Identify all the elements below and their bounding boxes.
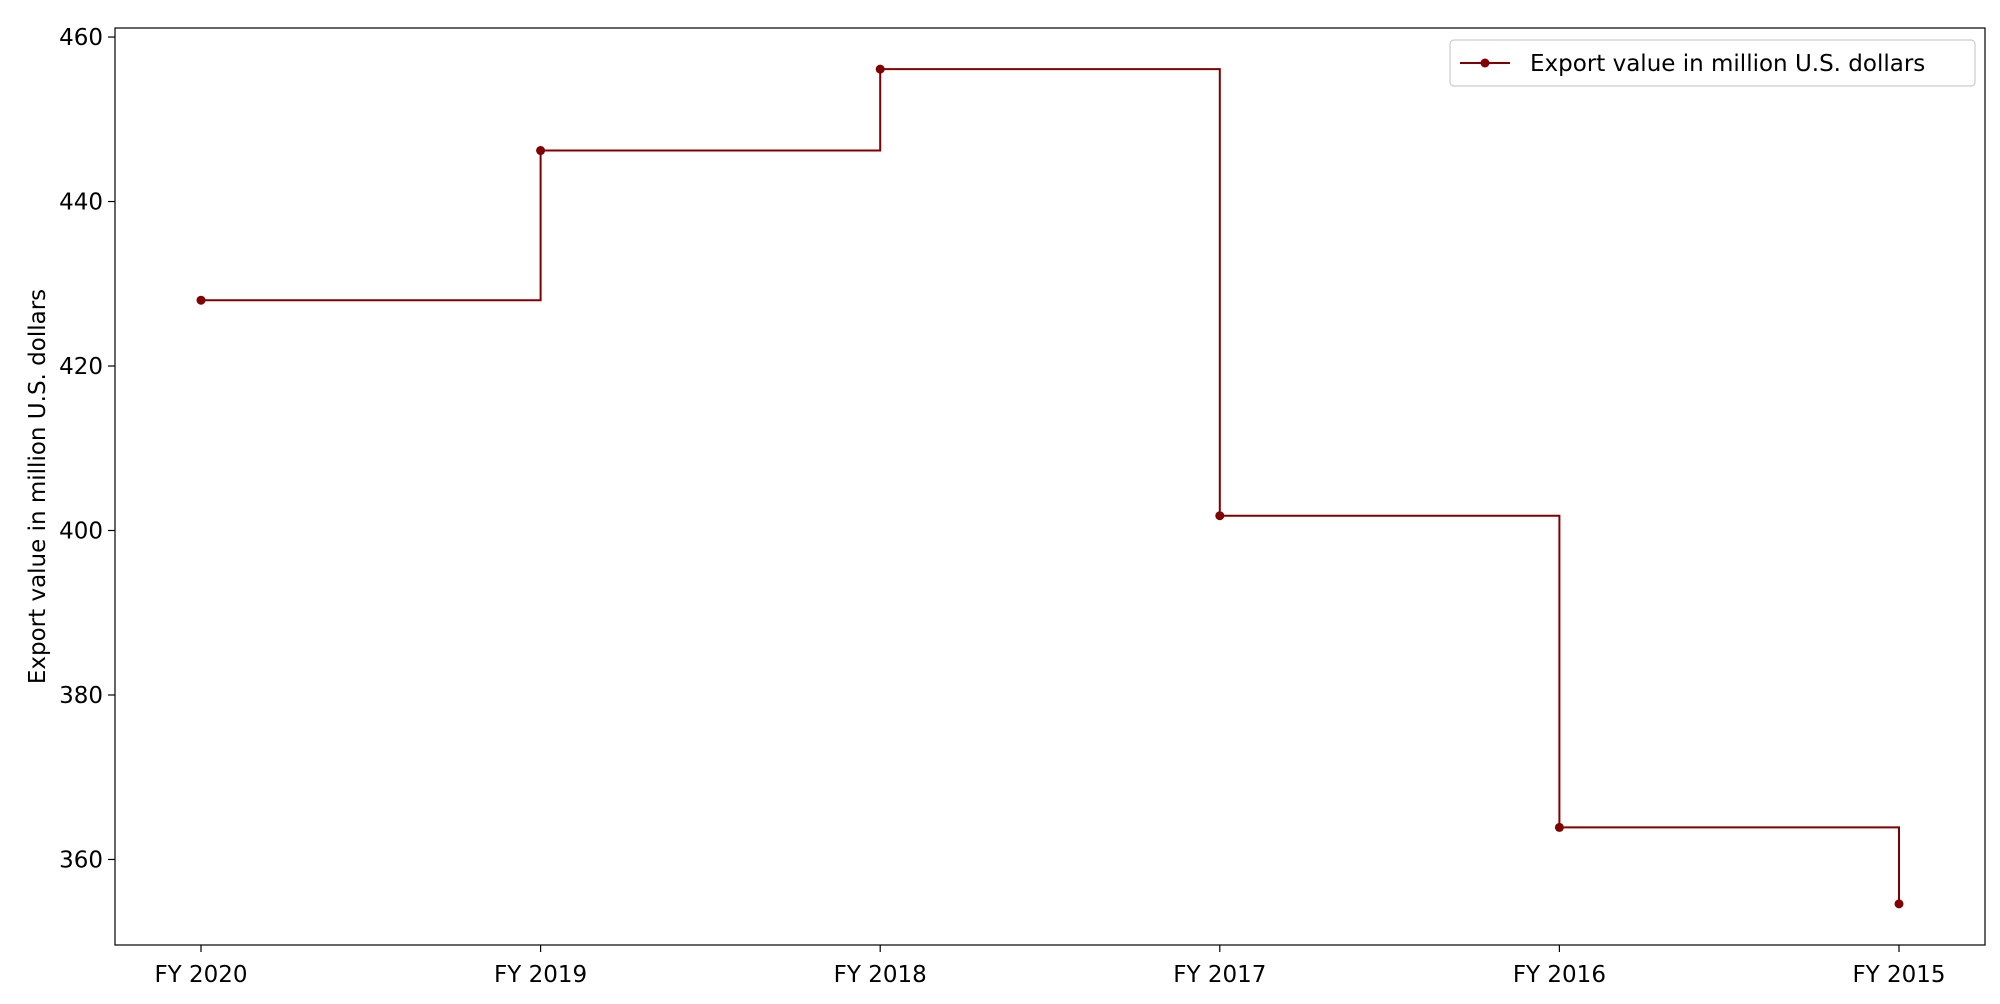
- legend-box: [1449, 39, 1976, 87]
- x-tick-label: FY 2015: [1852, 962, 1945, 988]
- series-layer: [196, 64, 1904, 909]
- data-point: [875, 64, 885, 74]
- data-point: [536, 146, 546, 156]
- y-tick-label: 360: [59, 847, 103, 873]
- x-tick-label: FY 2018: [834, 962, 927, 988]
- legend-label: Export value in million U.S. dollars: [1530, 51, 1925, 77]
- y-tick-label: 400: [59, 518, 103, 544]
- x-tick-label: FY 2017: [1173, 962, 1266, 988]
- y-tick-label: 420: [59, 354, 103, 380]
- x-tick-label: FY 2016: [1513, 962, 1606, 988]
- data-point: [1215, 511, 1225, 521]
- x-tick-label: FY 2020: [154, 962, 247, 988]
- legend-marker: [1480, 58, 1490, 68]
- series-line: [201, 68, 1900, 904]
- legend: Export value in million U.S. dollars: [1449, 39, 1976, 87]
- y-tick-label: 380: [59, 683, 103, 709]
- data-point: [196, 295, 206, 305]
- data-point: [1894, 899, 1904, 909]
- axes-layer: 360 380 400 420 440 460 FY 2020 FY 2019 FY 2018 F…: [25, 25, 1986, 988]
- y-tick-label: 440: [59, 190, 103, 216]
- data-point: [1554, 822, 1564, 832]
- y-axis-label: Export value in million U.S. dollars: [25, 289, 51, 684]
- y-tick-label: 460: [59, 25, 103, 51]
- x-tick-label: FY 2019: [494, 962, 587, 988]
- plot-frame: [114, 27, 1986, 946]
